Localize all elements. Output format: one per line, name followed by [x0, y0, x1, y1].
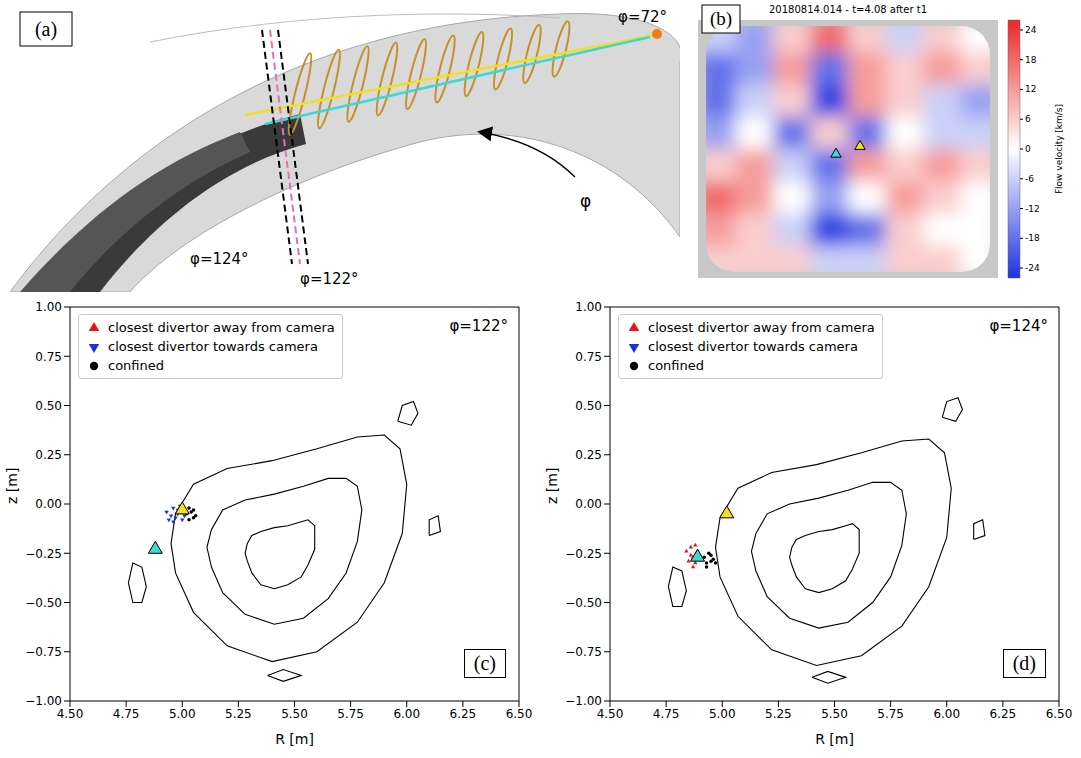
svg-text:5.50: 5.50 — [281, 707, 308, 721]
svg-text:φ: φ — [580, 191, 591, 211]
svg-text:0.25: 0.25 — [35, 448, 62, 462]
svg-text:−0.50: −0.50 — [565, 596, 602, 610]
svg-text:24: 24 — [1025, 25, 1037, 35]
svg-text:−0.75: −0.75 — [25, 645, 62, 659]
svg-text:φ=124°: φ=124° — [190, 250, 249, 268]
svg-text:1.00: 1.00 — [35, 300, 62, 314]
svg-text:5.75: 5.75 — [337, 707, 364, 721]
html-text:(c): (c) — [473, 652, 496, 674]
svg-text:12: 12 — [1025, 84, 1036, 94]
svg-text:Flow velocity [km/s]: Flow velocity [km/s] — [1054, 104, 1064, 194]
svg-text:-18: -18 — [1025, 233, 1040, 243]
svg-text:R [m]: R [m] — [815, 731, 854, 747]
svg-text:0: 0 — [1025, 144, 1031, 154]
svg-text:−0.25: −0.25 — [565, 547, 602, 561]
svg-text:5.00: 5.00 — [709, 707, 736, 721]
svg-text:4.50: 4.50 — [597, 707, 624, 721]
svg-text:6: 6 — [1025, 114, 1031, 124]
svg-text:0.50: 0.50 — [575, 399, 602, 413]
svg-text:−0.75: −0.75 — [565, 645, 602, 659]
html-text:closest divertor towards camer: closest divertor towards camera — [648, 339, 858, 354]
svg-text:-6: -6 — [1025, 174, 1034, 184]
html-text:φ=124°: φ=124° — [989, 317, 1048, 335]
svg-text:1.00: 1.00 — [575, 300, 602, 314]
svg-text:4.50: 4.50 — [57, 707, 84, 721]
html-text:confined: confined — [648, 358, 704, 373]
html-text:φ=122°: φ=122° — [449, 317, 508, 335]
svg-text:z [m]: z [m] — [545, 468, 560, 504]
svg-text:6.50: 6.50 — [506, 707, 533, 721]
svg-text:−1.00: −1.00 — [25, 694, 62, 708]
svg-text:5.00: 5.00 — [169, 707, 196, 721]
html-text:confined: confined — [108, 358, 164, 373]
svg-text:φ=72°: φ=72° — [618, 8, 667, 26]
svg-text:20180814.014 - t=4.08 after t1: 20180814.014 - t=4.08 after t1 — [769, 4, 927, 15]
svg-text:0.75: 0.75 — [35, 350, 62, 364]
svg-text:0.00: 0.00 — [575, 497, 602, 511]
svg-text:4.75: 4.75 — [653, 707, 680, 721]
svg-text:18: 18 — [1025, 55, 1037, 65]
svg-text:R [m]: R [m] — [275, 731, 314, 747]
svg-text:-24: -24 — [1025, 263, 1040, 273]
svg-text:−0.25: −0.25 — [25, 547, 62, 561]
svg-text:4.75: 4.75 — [113, 707, 140, 721]
svg-text:−1.00: −1.00 — [565, 694, 602, 708]
svg-text:6.25: 6.25 — [450, 707, 477, 721]
svg-text:(a): (a) — [35, 18, 57, 41]
svg-text:0.75: 0.75 — [575, 350, 602, 364]
svg-text:-12: -12 — [1025, 204, 1040, 214]
svg-text:6.50: 6.50 — [1046, 707, 1073, 721]
svg-text:(b): (b) — [710, 8, 732, 30]
svg-text:z [m]: z [m] — [5, 468, 20, 504]
svg-text:6.25: 6.25 — [990, 707, 1017, 721]
svg-text:0.25: 0.25 — [575, 448, 602, 462]
svg-text:−0.50: −0.50 — [25, 596, 62, 610]
svg-text:0.50: 0.50 — [35, 399, 62, 413]
svg-text:5.50: 5.50 — [821, 707, 848, 721]
html-text:(d): (d) — [1012, 652, 1036, 674]
svg-text:6.00: 6.00 — [393, 707, 420, 721]
html-text:closest divertor away from cam: closest divertor away from camera — [108, 320, 335, 335]
html-text:closest divertor away from cam: closest divertor away from camera — [648, 320, 875, 335]
svg-text:0.00: 0.00 — [35, 497, 62, 511]
html-text:closest divertor towards camer: closest divertor towards camera — [108, 339, 318, 354]
svg-text:5.75: 5.75 — [877, 707, 904, 721]
svg-text:5.25: 5.25 — [225, 707, 252, 721]
svg-text:φ=122°: φ=122° — [300, 270, 359, 288]
svg-text:5.25: 5.25 — [765, 707, 792, 721]
svg-text:6.00: 6.00 — [933, 707, 960, 721]
